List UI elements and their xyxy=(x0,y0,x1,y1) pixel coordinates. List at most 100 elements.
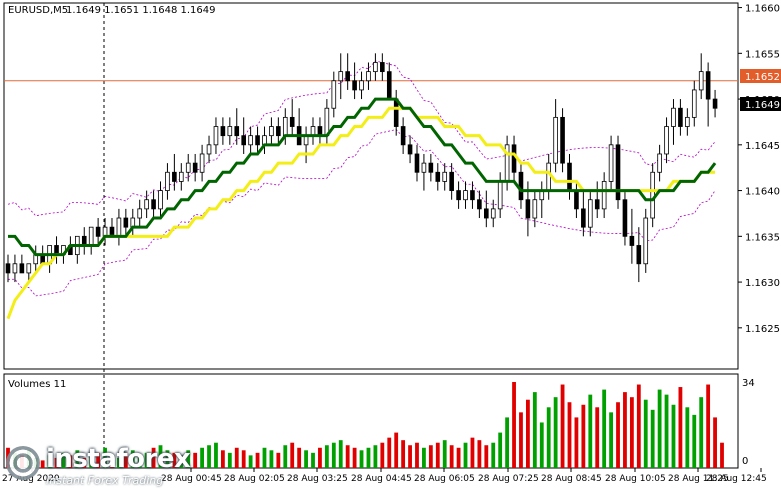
volume-min-label: 0 xyxy=(742,456,748,467)
volume-bar xyxy=(123,452,128,468)
volume-bar xyxy=(269,450,274,468)
price-tick-label: 1.1635 xyxy=(745,232,780,243)
volume-bar xyxy=(318,447,322,468)
candle-body xyxy=(407,144,413,155)
candle-body xyxy=(553,116,558,164)
candle-body xyxy=(234,126,240,137)
volume-bar xyxy=(491,442,496,468)
candle-body xyxy=(144,199,149,210)
plot-frame xyxy=(3,2,739,469)
bollinger-bands xyxy=(7,60,716,297)
candle-body xyxy=(691,89,697,118)
candle-body xyxy=(95,226,101,237)
time-tick-label: 28 Aug 08:45 xyxy=(541,474,602,484)
volume-bar xyxy=(415,442,419,468)
volume-bar xyxy=(352,447,357,468)
price-tick-label: 1.1655 xyxy=(745,49,780,60)
candle-body xyxy=(581,208,586,228)
volume-panel-title: Volumes 11 xyxy=(8,379,66,390)
candle-body xyxy=(185,162,191,173)
volume-bar xyxy=(158,445,163,468)
volume-bar xyxy=(234,447,239,468)
candle-body xyxy=(241,135,246,146)
volume-bar xyxy=(498,432,503,468)
volume-bars xyxy=(6,382,724,468)
candle-body xyxy=(705,71,711,100)
candle-body xyxy=(380,62,385,73)
candle-body xyxy=(331,80,337,109)
volume-bar xyxy=(380,442,385,468)
volume-bar xyxy=(47,455,52,468)
time-tick-label: 28 Aug 02:05 xyxy=(224,474,285,484)
volume-bar xyxy=(636,384,641,468)
candle-body xyxy=(650,171,655,219)
volume-bar xyxy=(110,455,114,468)
volume-bar xyxy=(394,432,399,468)
candles xyxy=(5,53,718,283)
volume-bar xyxy=(567,402,572,468)
candle-body xyxy=(456,190,461,201)
candle-body xyxy=(220,126,226,137)
candle-body xyxy=(116,217,122,237)
candle-body xyxy=(497,181,503,210)
volume-bar xyxy=(345,445,350,468)
volume-bar xyxy=(207,445,211,468)
time-tick-label: 28 Aug 11:25 xyxy=(668,474,729,484)
volume-bar xyxy=(422,447,426,468)
candle-body xyxy=(560,116,565,164)
volume-bar xyxy=(456,447,461,468)
candle-body xyxy=(532,199,538,219)
candle-body xyxy=(282,116,288,137)
candle-body xyxy=(629,235,635,246)
volume-bar xyxy=(692,414,697,468)
candle-body xyxy=(386,71,392,100)
volume-bar xyxy=(338,440,343,468)
volume-bar xyxy=(200,447,205,468)
volume-bar xyxy=(706,384,711,468)
volume-bar xyxy=(40,460,45,468)
volume-bar xyxy=(255,452,260,468)
ohlc-label: 1.1649 1.1651 1.1648 1.1649 xyxy=(66,5,216,16)
candle-body xyxy=(698,71,704,91)
candle-body xyxy=(213,126,219,146)
volume-bar xyxy=(699,397,704,468)
current-price-label: 1.1649 xyxy=(745,100,780,111)
volume-bar xyxy=(623,392,627,468)
price-tick-label: 1.1630 xyxy=(745,278,780,289)
time-tick-label: 28 Aug 06:05 xyxy=(414,474,475,484)
volume-bar xyxy=(103,447,107,468)
candle-body xyxy=(657,153,662,173)
volume-bar xyxy=(311,452,315,468)
volume-bar xyxy=(595,407,600,468)
candle-body xyxy=(490,208,496,219)
volume-bar xyxy=(539,422,544,468)
candle-body xyxy=(664,126,669,155)
volume-bar xyxy=(574,417,579,468)
candle-body xyxy=(269,126,274,137)
candle-body xyxy=(671,107,676,127)
candle-body xyxy=(622,199,628,237)
volume-bar xyxy=(588,394,593,468)
candle-body xyxy=(137,208,143,219)
candle-body xyxy=(421,162,427,173)
volume-bar xyxy=(75,450,80,468)
candle-body xyxy=(359,80,364,91)
candle-body xyxy=(636,245,642,265)
candle-body xyxy=(594,199,600,210)
candle-body xyxy=(518,171,524,201)
volume-bar xyxy=(276,452,281,468)
volume-bar xyxy=(324,445,329,468)
time-tick-label: 28 Aug 03:25 xyxy=(287,474,348,484)
volume-bar xyxy=(525,399,530,468)
current-price-badge xyxy=(740,97,781,111)
candle-body xyxy=(123,217,129,228)
volume-bar xyxy=(241,450,246,468)
volume-bar xyxy=(283,445,288,468)
time-axis: 27 Aug 2020 28 Aug 00:45 28 Aug 02:05 28 Au… xyxy=(2,468,767,484)
candle-body xyxy=(449,171,454,191)
volume-bar xyxy=(82,457,87,468)
instaforex-watermark: instaforex Instant Forex Trading xyxy=(6,444,191,488)
price-tick-label: 1.1660 xyxy=(745,4,780,15)
